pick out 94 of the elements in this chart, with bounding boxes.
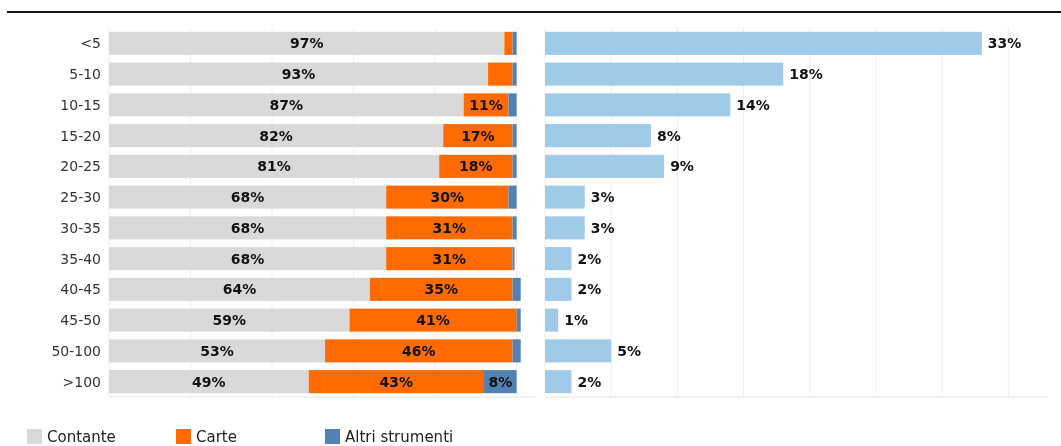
data-label: 87% xyxy=(269,96,304,113)
data-label: 9% xyxy=(670,158,694,175)
bar xyxy=(325,339,513,363)
bar xyxy=(545,185,585,209)
data-label: 33% xyxy=(987,35,1022,52)
legend-label: Altri strumenti xyxy=(345,427,454,446)
y-tick-label: 30-35 xyxy=(60,219,101,236)
y-tick-label: 10-15 xyxy=(60,96,101,113)
y-tick-label: 20-25 xyxy=(60,158,101,175)
data-label: 18% xyxy=(789,66,823,83)
bar xyxy=(545,124,651,148)
bar xyxy=(109,185,387,209)
bar xyxy=(109,308,350,332)
bar xyxy=(545,339,612,363)
bar xyxy=(512,247,515,271)
bar xyxy=(545,277,572,301)
data-label: 11% xyxy=(469,96,503,113)
data-label: 93% xyxy=(281,66,316,83)
bar xyxy=(545,31,982,55)
data-label: 1% xyxy=(564,312,589,329)
bar xyxy=(109,124,444,148)
y-tick-label: 40-45 xyxy=(60,281,101,298)
bar xyxy=(545,93,731,117)
y-tick-label: <5 xyxy=(80,35,101,52)
data-label: 35% xyxy=(424,281,458,298)
bar xyxy=(545,216,585,240)
bar xyxy=(512,339,521,363)
bar xyxy=(516,308,521,332)
y-tick-label: 5-10 xyxy=(69,66,101,83)
bar xyxy=(109,31,505,55)
bar xyxy=(369,277,513,301)
data-label: 97% xyxy=(289,35,324,52)
data-label: 53% xyxy=(200,342,234,359)
data-label: 59% xyxy=(212,312,247,329)
y-tick-label: >100 xyxy=(62,373,101,390)
bar xyxy=(545,62,784,86)
bar xyxy=(512,62,517,86)
bar xyxy=(109,277,370,301)
data-label: 68% xyxy=(230,189,265,206)
data-label: 8% xyxy=(656,127,681,144)
bar xyxy=(109,216,387,240)
bar xyxy=(508,185,517,209)
bar xyxy=(109,247,387,271)
bar xyxy=(386,216,513,240)
y-tick-label: 15-20 xyxy=(60,127,101,144)
bar xyxy=(109,62,489,86)
data-label: 64% xyxy=(222,281,257,298)
data-label: 41% xyxy=(416,312,450,329)
data-label: 17% xyxy=(461,127,495,144)
data-label: 49% xyxy=(192,373,226,390)
bar xyxy=(504,31,513,55)
bar xyxy=(545,247,572,271)
bar xyxy=(545,308,559,332)
data-label: 2% xyxy=(577,281,602,298)
bar xyxy=(109,93,464,117)
legend-label: Contante xyxy=(47,427,116,446)
bar xyxy=(349,308,517,332)
bar xyxy=(512,124,517,148)
bar xyxy=(109,370,309,394)
data-label: 5% xyxy=(617,342,641,359)
data-label: 31% xyxy=(432,250,467,267)
bar xyxy=(109,154,440,178)
y-tick-label: 25-30 xyxy=(60,189,101,206)
data-label: 46% xyxy=(402,342,436,359)
data-label: 3% xyxy=(590,189,615,206)
data-label: 2% xyxy=(577,373,602,390)
bar xyxy=(386,185,509,209)
bar xyxy=(308,370,485,394)
bar xyxy=(386,247,513,271)
data-label: 3% xyxy=(590,219,615,236)
data-label: 30% xyxy=(430,189,465,206)
data-label: 43% xyxy=(379,373,414,390)
data-label: 2% xyxy=(577,250,602,267)
bar xyxy=(512,31,517,55)
data-label: 31% xyxy=(432,219,467,236)
data-label: 82% xyxy=(259,127,293,144)
legend-label: Carte xyxy=(196,427,237,446)
data-label: 68% xyxy=(230,250,265,267)
data-label: 18% xyxy=(459,158,493,175)
bar xyxy=(508,93,517,117)
bar xyxy=(545,154,665,178)
y-tick-label: 35-40 xyxy=(60,250,101,267)
bar xyxy=(512,154,517,178)
y-tick-label: 45-50 xyxy=(60,312,101,329)
data-label: 14% xyxy=(736,96,770,113)
data-label: 68% xyxy=(230,219,265,236)
bar xyxy=(512,277,521,301)
bar xyxy=(545,370,572,394)
bar xyxy=(488,62,513,86)
y-tick-label: 50-100 xyxy=(51,342,101,359)
bar xyxy=(512,216,517,240)
bar xyxy=(109,339,326,363)
data-label: 81% xyxy=(257,158,291,175)
data-label: 8% xyxy=(488,373,513,390)
